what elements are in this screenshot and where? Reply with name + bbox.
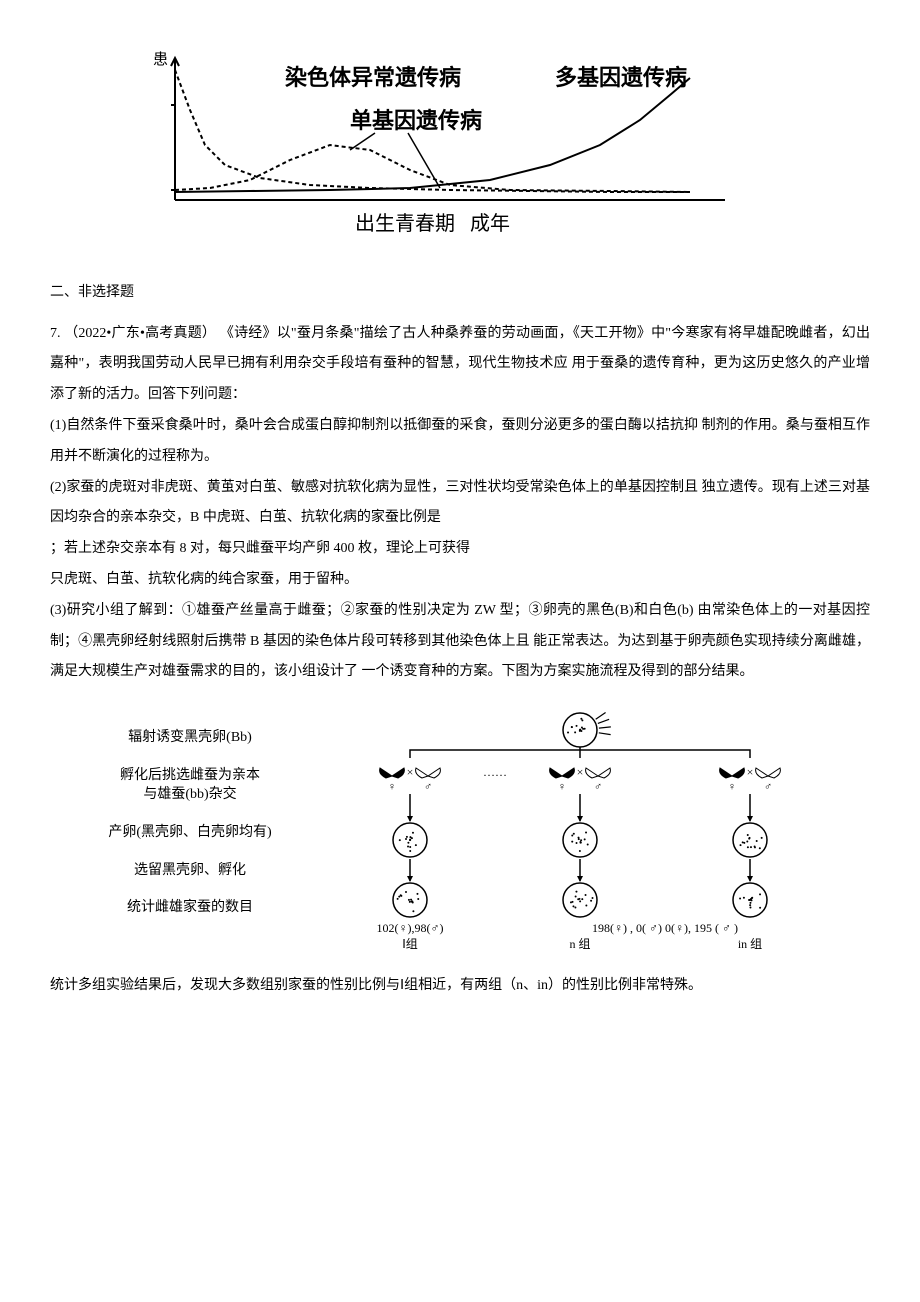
y-axis-label: 患 (153, 51, 168, 68)
svg-text:×: × (577, 765, 584, 779)
svg-text:♀: ♀ (388, 781, 396, 793)
x-label-puberty: 青春期 (395, 212, 455, 235)
flow-step-4: 选留黑壳卵、孵化 (50, 861, 330, 881)
genetic-disease-chart: 患 染色体异常遗传病 多基因遗传病 单基因遗传病 出生 青春期 成年 (150, 50, 770, 258)
flow-graphic-column: …… × ♀ ♂ × ♀ ♂ × ♀ ♂ 102(♀),98(♂) Ⅰ组 198(♀) , 0( ♂) … (330, 708, 870, 971)
q7-p2c: 只虎斑、白茧、抗软化病的纯合家蚕，用于留种。 (50, 565, 870, 596)
label-chromosomal: 染色体异常遗传病 (285, 65, 461, 90)
q7-p2b: ；若上述杂交亲本有 8 对，每只雌蚕平均产卵 400 枚，理论上可获得 (50, 534, 870, 565)
q7-p3: (3)研究小组了解到：①雄蚕产丝量高于雌蚕；②家蚕的性别决定为 ZW 型；③卵壳… (50, 596, 870, 688)
q7-source: （2022•广东•高考真题） (64, 326, 216, 341)
svg-text:Ⅰ组: Ⅰ组 (402, 937, 418, 951)
q7-stem: 7. （2022•广东•高考真题） 《诗经》以"蚕月条桑"描绘了古人种桑养蚕的劳… (50, 319, 870, 411)
label-polygenic: 多基因遗传病 (555, 65, 687, 90)
x-label-adult: 成年 (470, 212, 510, 235)
q7-number: 7. (50, 326, 61, 341)
tail-text: 统计多组实验结果后，发现大多数组别家蚕的性别比例与Ⅰ组相近，有两组（n、in）的… (50, 971, 870, 1002)
svg-text:198(♀) , 0( ♂) 0(♀), 195 ( ♂ ): 198(♀) , 0( ♂) 0(♀), 195 ( ♂ ) (592, 921, 738, 935)
svg-text:♂: ♂ (424, 781, 432, 793)
flow-step-2: 孵化后挑选雌蚕为亲本 与雄蚕(bb)杂交 (50, 766, 330, 805)
svg-text:♀: ♀ (728, 781, 736, 793)
chart-svg: 患 染色体异常遗传病 多基因遗传病 单基因遗传病 出生 青春期 成年 (150, 50, 750, 245)
svg-text:×: × (747, 765, 754, 779)
x-label-birth: 出生 (355, 212, 395, 235)
pointer-lines (350, 133, 440, 188)
q7-p1: (1)自然条件下蚕采食桑叶时，桑叶会合成蛋白醇抑制剂以抵御蚕的采食，蚕则分泌更多… (50, 411, 870, 473)
breeding-flow-diagram: 辐射诱变黑壳卵(Bb) 孵化后挑选雌蚕为亲本 与雄蚕(bb)杂交 产卵(黑壳卵、… (50, 708, 870, 971)
svg-text:in 组: in 组 (738, 937, 762, 951)
svg-text:102(♀),98(♂): 102(♀),98(♂) (377, 921, 444, 935)
svg-text:×: × (407, 765, 414, 779)
flow-step-1: 辐射诱变黑壳卵(Bb) (50, 728, 330, 748)
q7-p2a: (2)家蚕的虎斑对非虎斑、黄茧对白茧、敏感对抗软化病为显性，三对性状均受常染色体… (50, 473, 870, 535)
flow-step-5: 统计雌雄家蚕的数目 (50, 898, 330, 918)
section-heading: 二、非选择题 (50, 278, 870, 309)
svg-text:♂: ♂ (594, 781, 602, 793)
flow-steps-column: 辐射诱变黑壳卵(Bb) 孵化后挑选雌蚕为亲本 与雄蚕(bb)杂交 产卵(黑壳卵、… (50, 708, 330, 971)
svg-text:♀: ♀ (558, 781, 566, 793)
svg-text:……: …… (483, 765, 507, 779)
flow-step-3: 产卵(黑壳卵、白壳卵均有) (50, 823, 330, 843)
flow-svg: …… × ♀ ♂ × ♀ ♂ × ♀ ♂ 102(♀),98(♂) Ⅰ组 198(♀) , 0( ♂) … (330, 708, 830, 958)
svg-text:n 组: n 组 (569, 937, 590, 951)
label-single-gene: 单基因遗传病 (350, 108, 482, 133)
svg-text:♂: ♂ (764, 781, 772, 793)
